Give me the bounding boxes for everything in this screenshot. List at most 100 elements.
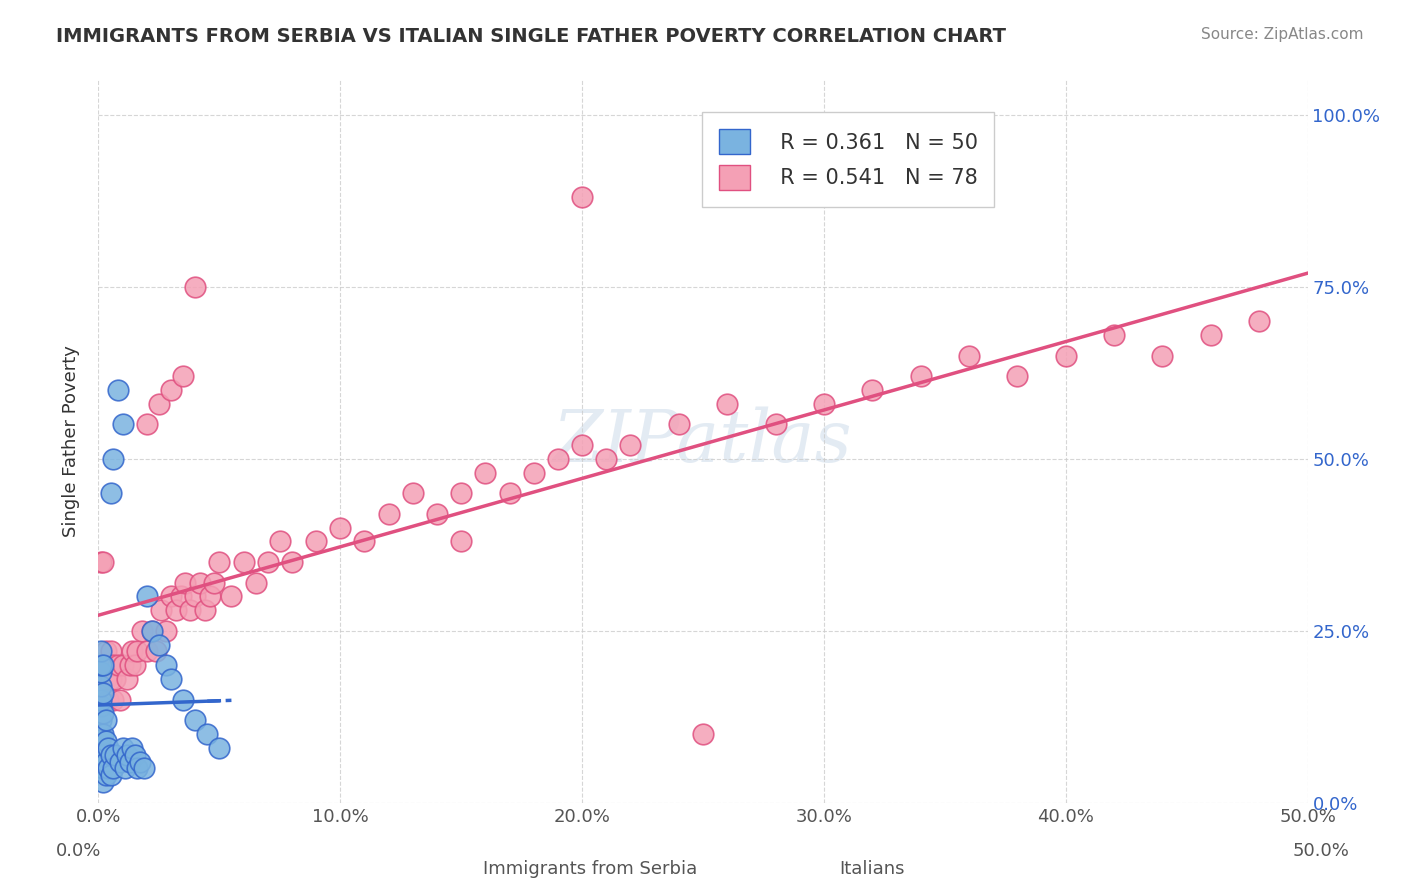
Point	[668, 417, 690, 432]
Point	[208, 740, 231, 755]
Text: IMMIGRANTS FROM SERBIA VS ITALIAN SINGLE FATHER POVERTY CORRELATION CHART: IMMIGRANTS FROM SERBIA VS ITALIAN SINGLE…	[56, 27, 1007, 45]
Point	[523, 466, 546, 480]
Point	[402, 486, 425, 500]
Point	[150, 603, 173, 617]
Point	[498, 486, 520, 500]
Point	[90, 679, 112, 693]
Point	[1152, 349, 1174, 363]
Point	[91, 706, 114, 721]
Point	[269, 534, 291, 549]
Point	[160, 672, 183, 686]
Point	[208, 555, 231, 569]
Point	[169, 590, 191, 604]
Point	[100, 672, 122, 686]
Point	[148, 638, 170, 652]
Point	[100, 644, 122, 658]
Point	[155, 624, 177, 638]
Point	[107, 383, 129, 397]
Point	[692, 727, 714, 741]
Point	[245, 575, 267, 590]
Point	[91, 775, 114, 789]
Point	[221, 590, 243, 604]
Point	[1007, 369, 1029, 384]
Point	[124, 658, 146, 673]
Point	[111, 658, 134, 673]
Point	[141, 624, 163, 638]
Point	[353, 534, 375, 549]
Legend:   R = 0.361   N = 50,   R = 0.541   N = 78: R = 0.361 N = 50, R = 0.541 N = 78	[702, 112, 994, 207]
Point	[179, 603, 201, 617]
Point	[131, 624, 153, 638]
Point	[97, 740, 120, 755]
Point	[135, 417, 157, 432]
Point	[1054, 349, 1077, 363]
Point	[100, 768, 122, 782]
Point	[121, 644, 143, 658]
Point	[128, 755, 150, 769]
Point	[91, 658, 114, 673]
Point	[571, 190, 593, 204]
Point	[160, 383, 183, 397]
Point	[91, 555, 114, 569]
Point	[127, 761, 149, 775]
Point	[148, 397, 170, 411]
Point	[595, 451, 617, 466]
Y-axis label: Single Father Poverty: Single Father Poverty	[62, 345, 80, 538]
Point	[160, 590, 183, 604]
Point	[329, 520, 352, 534]
Point	[174, 575, 197, 590]
Point	[426, 507, 449, 521]
Point	[91, 658, 114, 673]
Point	[305, 534, 328, 549]
Point	[377, 507, 399, 521]
Point	[91, 686, 114, 700]
Point	[474, 466, 496, 480]
Point	[101, 692, 124, 706]
Point	[91, 747, 114, 762]
Point	[172, 692, 194, 706]
Text: 50.0%: 50.0%	[1294, 842, 1350, 860]
Point	[134, 761, 156, 775]
Point	[155, 658, 177, 673]
Text: ZIPatlas: ZIPatlas	[553, 406, 853, 477]
Point	[91, 761, 114, 775]
Point	[118, 658, 141, 673]
Point	[90, 761, 112, 775]
Point	[104, 672, 127, 686]
Point	[1199, 327, 1222, 342]
Point	[232, 555, 254, 569]
Point	[108, 755, 131, 769]
Point	[450, 486, 472, 500]
Text: Italians: Italians	[839, 860, 904, 878]
Point	[547, 451, 569, 466]
Point	[94, 768, 117, 782]
Point	[90, 692, 112, 706]
Point	[101, 658, 124, 673]
Point	[124, 747, 146, 762]
Point	[117, 747, 139, 762]
Point	[94, 672, 117, 686]
Point	[101, 761, 124, 775]
Point	[145, 644, 167, 658]
Point	[94, 734, 117, 748]
Point	[104, 747, 127, 762]
Point	[165, 603, 187, 617]
Point	[100, 486, 122, 500]
Point	[91, 727, 114, 741]
Point	[90, 727, 112, 741]
Point	[957, 349, 980, 363]
Point	[204, 575, 226, 590]
Point	[184, 590, 207, 604]
Point	[813, 397, 835, 411]
Point	[716, 397, 738, 411]
Text: Immigrants from Serbia: Immigrants from Serbia	[484, 860, 697, 878]
Point	[910, 369, 932, 384]
Point	[117, 672, 139, 686]
Point	[108, 692, 131, 706]
Point	[450, 534, 472, 549]
Point	[97, 761, 120, 775]
Point	[1249, 314, 1271, 328]
Point	[90, 644, 112, 658]
Point	[114, 761, 136, 775]
Point	[571, 438, 593, 452]
